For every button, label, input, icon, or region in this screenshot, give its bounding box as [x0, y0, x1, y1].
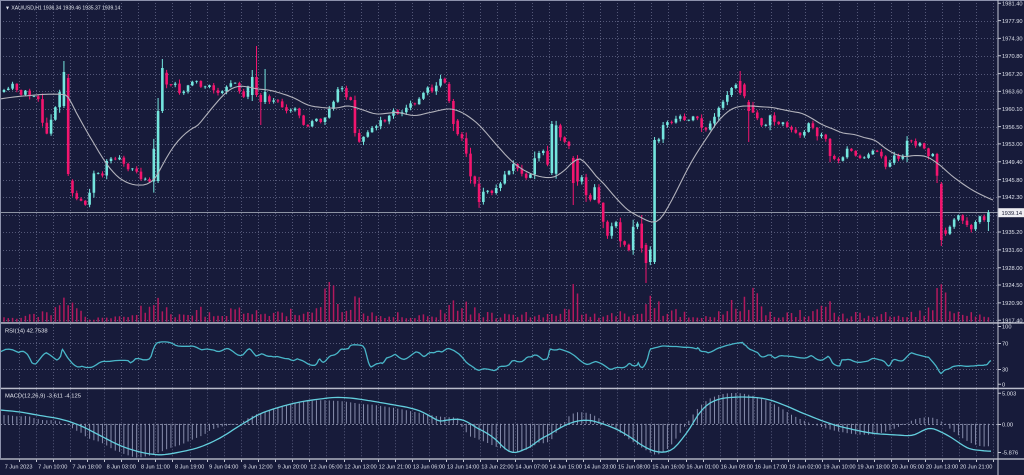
svg-text:1967.20: 1967.20	[1002, 72, 1023, 78]
svg-text:1953.00: 1953.00	[1002, 142, 1023, 148]
svg-text:14 Jun 15:00: 14 Jun 15:00	[550, 465, 582, 471]
svg-text:1942.30: 1942.30	[1002, 195, 1023, 201]
svg-text:1981.40: 1981.40	[1002, 2, 1023, 8]
svg-text:1963.60: 1963.60	[1002, 90, 1023, 96]
svg-text:0.00: 0.00	[1002, 423, 1013, 429]
svg-text:1960.10: 1960.10	[1002, 107, 1023, 113]
svg-text:13 Jun 06:00: 13 Jun 06:00	[413, 465, 445, 471]
svg-text:8 Jun 19:00: 8 Jun 19:00	[175, 465, 204, 471]
svg-text:1928.00: 1928.00	[1002, 266, 1023, 272]
svg-text:100: 100	[1002, 325, 1012, 331]
svg-text:13 Jun 22:00: 13 Jun 22:00	[481, 465, 513, 471]
svg-text:1917.40: 1917.40	[1002, 318, 1023, 324]
svg-text:30: 30	[1002, 368, 1008, 374]
svg-text:20 Jun 13:00: 20 Jun 13:00	[926, 465, 958, 471]
svg-text:16 Jun 17:00: 16 Jun 17:00	[755, 465, 787, 471]
svg-text:16 Jun 01:00: 16 Jun 01:00	[686, 465, 718, 471]
svg-text:9 Jun 20:00: 9 Jun 20:00	[278, 465, 307, 471]
svg-text:1924.50: 1924.50	[1002, 283, 1023, 289]
svg-text:9 Jun 04:00: 9 Jun 04:00	[209, 465, 238, 471]
svg-text:19 Jun 10:00: 19 Jun 10:00	[823, 465, 855, 471]
svg-text:5.003: 5.003	[1002, 391, 1016, 397]
svg-text:19 Jun 18:00: 19 Jun 18:00	[857, 465, 889, 471]
svg-text:15 Jun 08:00: 15 Jun 08:00	[618, 465, 650, 471]
svg-text:12 Jun 13:00: 12 Jun 13:00	[344, 465, 376, 471]
svg-text:9 Jun 12:00: 9 Jun 12:00	[243, 465, 272, 471]
svg-text:MACD(12,26,9) -3.611 -4.125: MACD(12,26,9) -3.611 -4.125	[5, 394, 81, 400]
svg-text:8 Jun 11:00: 8 Jun 11:00	[141, 465, 170, 471]
svg-text:7 Jun 10:00: 7 Jun 10:00	[38, 465, 67, 471]
svg-text:1920.90: 1920.90	[1002, 301, 1023, 307]
svg-text:7 Jun 18:00: 7 Jun 18:00	[72, 465, 101, 471]
svg-text:20 Jun 05:00: 20 Jun 05:00	[892, 465, 924, 471]
svg-text:▼ XAU/USD,H1 1936.34 1939.46: ▼ XAU/USD,H1 1936.34 1939.46 1935.37 193…	[5, 6, 120, 12]
svg-text:19 Jun 02:00: 19 Jun 02:00	[789, 465, 821, 471]
svg-text:16 Jun 09:00: 16 Jun 09:00	[721, 465, 753, 471]
svg-text:12 Jun 05:00: 12 Jun 05:00	[310, 465, 342, 471]
svg-text:RSI(14) 42.7538: RSI(14) 42.7538	[5, 329, 48, 335]
svg-text:1970.80: 1970.80	[1002, 54, 1023, 60]
svg-text:1949.40: 1949.40	[1002, 160, 1023, 166]
svg-text:1935.20: 1935.20	[1002, 230, 1023, 236]
svg-text:20 Jun 21:00: 20 Jun 21:00	[960, 465, 992, 471]
svg-text:1974.30: 1974.30	[1002, 37, 1023, 43]
svg-text:8 Jun 03:00: 8 Jun 03:00	[107, 465, 136, 471]
svg-text:12 Jun 21:00: 12 Jun 21:00	[379, 465, 411, 471]
svg-text:1939.14: 1939.14	[1002, 211, 1023, 217]
svg-text:7 Jun 2023: 7 Jun 2023	[5, 465, 33, 471]
svg-text:1931.60: 1931.60	[1002, 248, 1023, 254]
svg-text:70: 70	[1002, 342, 1008, 348]
svg-text:14 Jun 07:00: 14 Jun 07:00	[515, 465, 547, 471]
svg-text:0: 0	[1002, 382, 1005, 388]
svg-text:-5.876: -5.876	[1002, 451, 1018, 457]
svg-text:1945.80: 1945.80	[1002, 178, 1023, 184]
svg-text:15 Jun 16:00: 15 Jun 16:00	[652, 465, 684, 471]
svg-text:14 Jun 23:00: 14 Jun 23:00	[584, 465, 616, 471]
svg-text:1977.90: 1977.90	[1002, 19, 1023, 25]
svg-text:1956.50: 1956.50	[1002, 125, 1023, 131]
svg-text:13 Jun 14:00: 13 Jun 14:00	[447, 465, 479, 471]
